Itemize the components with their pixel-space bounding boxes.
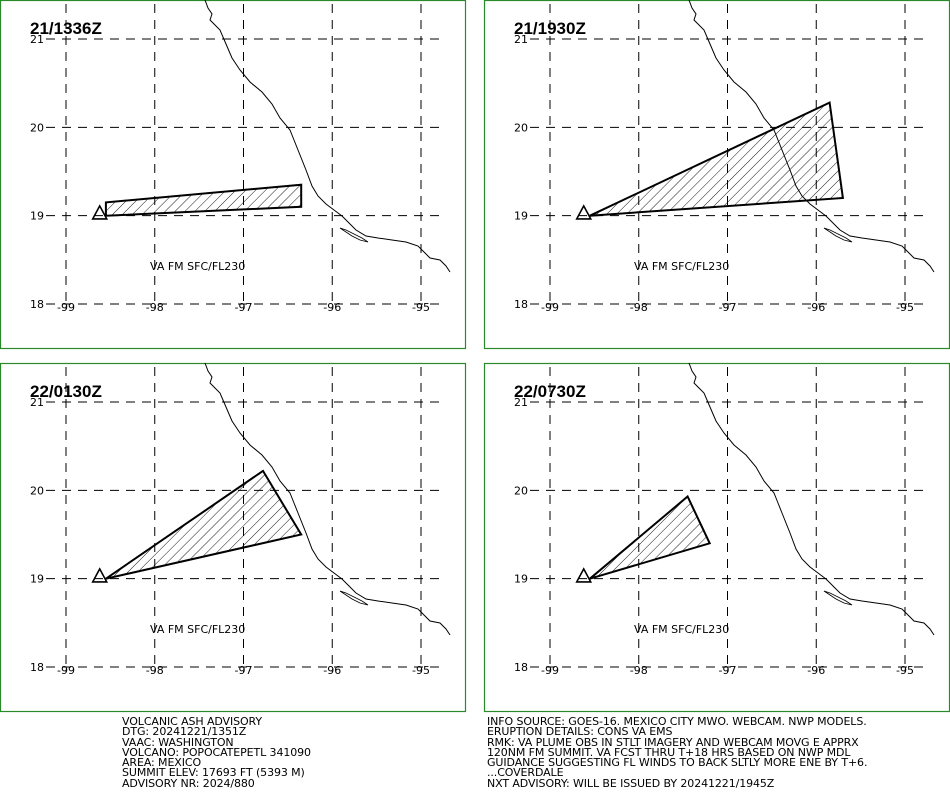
lon-tick-label: -96 — [323, 301, 341, 314]
forecast-panel: -99 -98 -97 -96 -95 21 20 19 18 21/1930Z VA FM SFC… — [483, 0, 950, 350]
advisory-line: DTG: 20241221/1351Z — [122, 725, 247, 739]
advisory-line: RMK: VA PLUME OBS IN STLT IMAGERY AND WE… — [487, 735, 859, 749]
lon-tick-label: -98 — [146, 301, 164, 314]
lat-tick-label: 21 — [514, 33, 528, 46]
lon-tick-label: -99 — [541, 664, 559, 677]
advisory-line: ...COVERDALE — [487, 766, 564, 780]
flight-level-label: VA FM SFC/FL230 — [150, 623, 245, 636]
lat-tick-label: 19 — [30, 573, 44, 586]
lon-tick-label: -95 — [412, 301, 430, 314]
flight-level-label: VA FM SFC/FL230 — [150, 260, 245, 273]
advisory-remarks-block: INFO SOURCE: GOES-16. MEXICO CITY MWO. W… — [487, 715, 868, 790]
coastline-lagoon — [339, 227, 369, 243]
ash-plume-area — [104, 183, 303, 217]
lon-tick-label: -95 — [896, 664, 914, 677]
advisory-line: NXT ADVISORY: WILL BE ISSUED BY 20241221… — [487, 776, 775, 790]
ash-plume-area — [105, 469, 303, 580]
lon-tick-label: -97 — [719, 301, 737, 314]
flight-level-label: VA FM SFC/FL230 — [634, 260, 729, 273]
coastline — [204, 362, 451, 636]
lat-tick-label: 19 — [514, 210, 528, 223]
lat-tick-label: 20 — [514, 121, 528, 134]
lat-tick-label: 21 — [30, 33, 44, 46]
lat-tick-label: 18 — [514, 661, 528, 674]
lat-tick-label: 20 — [30, 121, 44, 134]
advisory-line: VAAC: WASHINGTON — [122, 735, 234, 749]
lat-tick-label: 19 — [514, 573, 528, 586]
lat-tick-label: 20 — [30, 484, 44, 497]
lon-tick-label: -96 — [807, 301, 825, 314]
lon-tick-label: -97 — [719, 664, 737, 677]
coastline-lagoon — [823, 590, 853, 606]
panel-border — [483, 362, 950, 713]
advisory-line: ERUPTION DETAILS: CONS VA EMS — [487, 725, 673, 739]
lon-tick-label: -98 — [630, 664, 648, 677]
lon-tick-label: -97 — [235, 664, 253, 677]
coastline-lagoon — [339, 590, 369, 606]
lon-tick-label: -99 — [57, 301, 75, 314]
panel-valid-time: 22/0130Z — [30, 382, 102, 401]
advisory-line: INFO SOURCE: GOES-16. MEXICO CITY MWO. W… — [487, 715, 867, 728]
coastline-lagoon — [823, 227, 853, 243]
lat-tick-label: 19 — [30, 210, 44, 223]
lon-tick-label: -99 — [541, 301, 559, 314]
volcano-icon — [575, 204, 593, 220]
lat-tick-label: 21 — [30, 396, 44, 409]
lat-tick-label: 18 — [30, 298, 44, 311]
lat-tick-label: 21 — [514, 396, 528, 409]
advisory-line: GUIDANCE SUGGESTING FL WINDS TO BACK SLT… — [487, 756, 868, 770]
coastline — [204, 0, 451, 273]
panel-valid-time: 22/0730Z — [514, 382, 586, 401]
advisory-line: AREA: MEXICO — [122, 756, 202, 770]
advisory-line: SUMMIT ELEV: 17693 FT (5393 M) — [122, 766, 305, 780]
volcano-icon — [91, 567, 109, 583]
advisory-line: ADVISORY NR: 2024/880 — [122, 776, 255, 790]
ash-plume-area — [589, 101, 845, 217]
advisory-line: VOLCANO: POPOCATEPETL 341090 — [122, 745, 311, 759]
forecast-panel: -99 -98 -97 -96 -95 21 20 19 18 22/0130Z VA FM SFC… — [0, 362, 467, 713]
panel-valid-time: 21/1930Z — [514, 19, 586, 38]
panel-valid-time: 21/1336Z — [30, 19, 102, 38]
panel-border — [0, 362, 467, 713]
advisory-line: VOLCANIC ASH ADVISORY — [122, 715, 263, 728]
lon-tick-label: -96 — [807, 664, 825, 677]
ash-plume-area — [589, 494, 712, 580]
lon-tick-label: -98 — [146, 664, 164, 677]
forecast-panel: -99 -98 -97 -96 -95 21 20 19 18 22/0730Z VA FM SFC… — [483, 362, 950, 713]
lat-tick-label: 18 — [30, 661, 44, 674]
coastline — [688, 362, 935, 636]
lon-tick-label: -95 — [896, 301, 914, 314]
lon-tick-label: -95 — [412, 664, 430, 677]
forecast-panel: -99 -98 -97 -96 -95 21 20 19 18 21/1336Z VA FM SFC… — [0, 0, 467, 350]
volcano-icon — [91, 204, 109, 220]
lon-tick-label: -98 — [630, 301, 648, 314]
lon-tick-label: -97 — [235, 301, 253, 314]
advisory-header-block: VOLCANIC ASH ADVISORY DTG: 20241221/1351Z… — [122, 715, 311, 790]
volcano-icon — [575, 567, 593, 583]
lon-tick-label: -96 — [323, 664, 341, 677]
lat-tick-label: 18 — [514, 298, 528, 311]
flight-level-label: VA FM SFC/FL230 — [634, 623, 729, 636]
lat-tick-label: 20 — [514, 484, 528, 497]
lon-tick-label: -99 — [57, 664, 75, 677]
panel-border — [0, 0, 467, 350]
advisory-line: 120NM FM SUMMIT. VA FCST THRU T+18 HRS B… — [487, 745, 851, 759]
